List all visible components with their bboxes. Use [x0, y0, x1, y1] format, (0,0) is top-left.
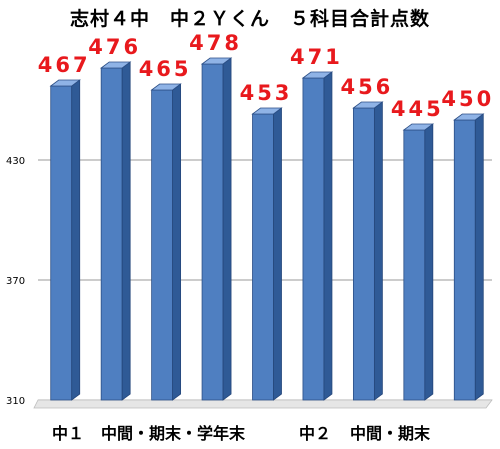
y-tick-label: 370 [6, 276, 25, 287]
bar [301, 71, 334, 401]
group-label-chu2-terms: 中間・期末 [350, 424, 431, 443]
data-label: 453 [240, 81, 293, 105]
data-label: 465 [139, 57, 192, 81]
bar [150, 83, 182, 401]
bar [453, 113, 485, 401]
y-tick-label: 310 [6, 396, 25, 407]
group-label-chu1-terms: 中間・期末・学年末 [101, 424, 246, 443]
chart-floor [33, 399, 493, 409]
data-label: 476 [88, 35, 141, 59]
data-label: 471 [290, 45, 343, 69]
chart-title: 志村４中 中２Ｙくん ５科目合計点数 [69, 8, 430, 30]
bar [251, 107, 283, 401]
bar [99, 61, 132, 401]
data-label: 456 [340, 75, 393, 99]
data-label: 478 [189, 31, 242, 55]
data-label: 467 [38, 53, 91, 77]
bar [49, 79, 81, 401]
bar [200, 57, 233, 401]
y-tick-label: 430 [6, 156, 25, 167]
group-label-chu1: 中１ [52, 424, 85, 443]
group-label-chu2: 中２ [299, 424, 332, 443]
bar [352, 101, 384, 401]
bar [402, 123, 435, 401]
data-label: 450 [441, 87, 494, 111]
data-label: 445 [391, 97, 444, 121]
